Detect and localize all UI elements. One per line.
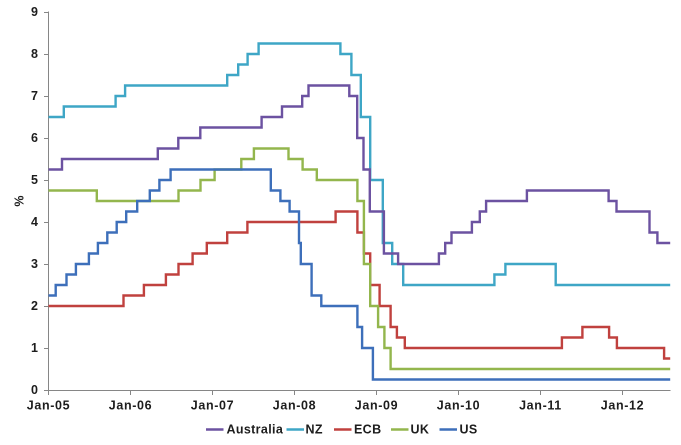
- svg-text:1: 1: [31, 341, 38, 355]
- svg-text:%: %: [13, 195, 27, 206]
- svg-text:0: 0: [31, 383, 38, 397]
- svg-text:6: 6: [31, 131, 38, 145]
- svg-text:7: 7: [31, 89, 38, 103]
- svg-text:Jan-11: Jan-11: [519, 399, 562, 413]
- svg-text:US: US: [460, 423, 478, 437]
- svg-text:4: 4: [31, 215, 38, 229]
- svg-text:ECB: ECB: [354, 423, 381, 437]
- svg-text:UK: UK: [411, 423, 430, 437]
- svg-text:3: 3: [31, 257, 38, 271]
- svg-text:Jan-07: Jan-07: [191, 399, 235, 413]
- svg-text:Jan-09: Jan-09: [355, 399, 399, 413]
- svg-text:NZ: NZ: [306, 423, 323, 437]
- svg-text:5: 5: [31, 173, 38, 187]
- svg-text:Jan-06: Jan-06: [109, 399, 153, 413]
- svg-text:Australia: Australia: [227, 423, 284, 437]
- svg-text:Jan-10: Jan-10: [437, 399, 481, 413]
- svg-text:2: 2: [31, 299, 38, 313]
- svg-text:Jan-05: Jan-05: [27, 399, 71, 413]
- svg-text:Jan-12: Jan-12: [601, 399, 645, 413]
- svg-text:9: 9: [31, 5, 38, 19]
- svg-text:8: 8: [31, 47, 38, 61]
- svg-text:Jan-08: Jan-08: [273, 399, 317, 413]
